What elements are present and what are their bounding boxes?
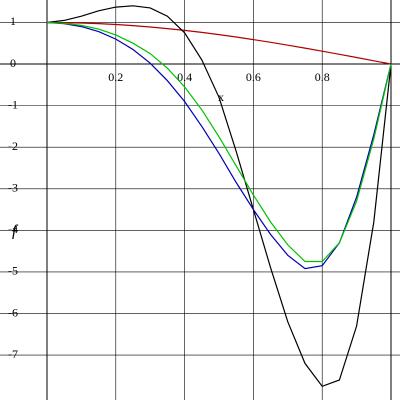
y-tick-label: 1 [10,14,16,28]
y-tick-label: -1 [8,97,18,111]
series-line [46,21,392,263]
y-tick-label: 0 [10,56,16,70]
y-axis-label: f [12,223,19,240]
y-tick-label: -4 [8,222,18,236]
y-tick-label: -6 [8,305,18,319]
series-line [46,21,392,65]
y-tick-label: -5 [8,264,18,278]
y-tick-label: -7 [8,347,18,361]
x-tick-label: 0.2 [108,70,123,84]
series-line [46,5,392,388]
y-tick-label: -2 [8,139,18,153]
x-tick-label: 0.6 [246,70,261,84]
x-tick-label: 0.4 [177,70,192,84]
series-line [46,21,392,270]
x-axis-label: x [218,90,224,104]
x-tick-label: 0.8 [315,70,330,84]
y-tick-label: -3 [8,181,18,195]
